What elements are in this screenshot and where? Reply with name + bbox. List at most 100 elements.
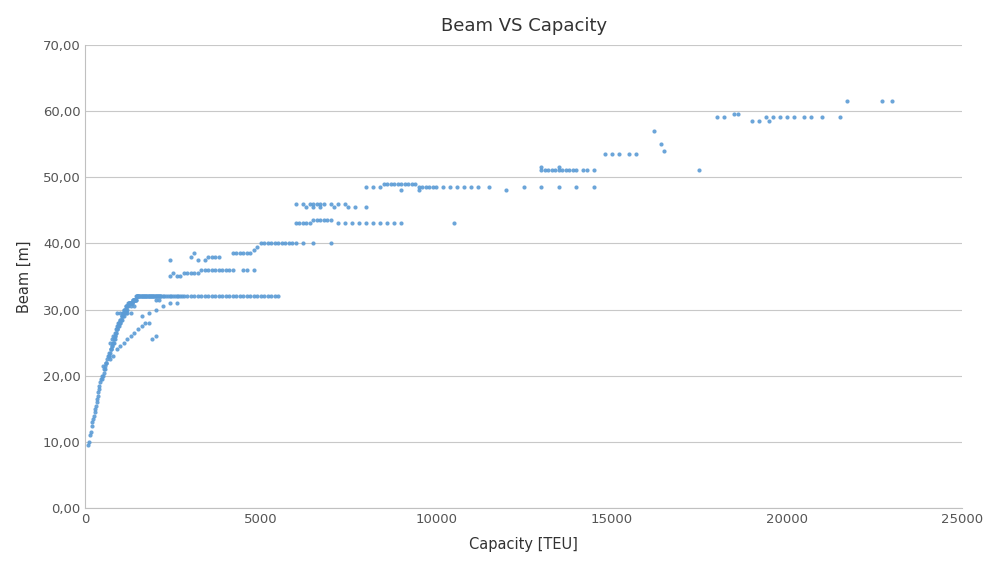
Point <box>604 149 620 158</box>
Point <box>90 391 106 400</box>
Point <box>132 292 148 301</box>
Point <box>118 305 134 314</box>
Point <box>565 166 581 175</box>
Point <box>124 298 140 307</box>
Point <box>112 341 128 351</box>
Point <box>533 163 549 172</box>
Point <box>112 308 128 318</box>
Point <box>758 113 774 122</box>
Point <box>176 292 192 301</box>
Point <box>126 295 142 304</box>
Point <box>82 431 98 440</box>
Point <box>751 116 767 125</box>
Point <box>145 292 161 301</box>
Point <box>295 239 311 248</box>
Point <box>148 292 164 301</box>
Point <box>291 219 307 228</box>
Point <box>421 183 437 192</box>
Point <box>109 321 125 331</box>
Point <box>141 292 157 301</box>
Point <box>316 216 332 225</box>
Point <box>123 298 139 307</box>
Point <box>691 166 707 175</box>
Point <box>214 292 230 301</box>
Point <box>551 183 567 192</box>
Point <box>404 179 420 188</box>
Point <box>95 361 111 370</box>
Point <box>113 315 129 324</box>
Point <box>141 318 157 327</box>
Point <box>138 292 154 301</box>
Point <box>786 113 802 122</box>
Point <box>162 298 178 307</box>
Point <box>446 219 462 228</box>
Point <box>152 292 168 301</box>
Point <box>116 308 132 318</box>
Point <box>117 305 133 314</box>
Point <box>155 302 171 311</box>
Point <box>127 295 143 304</box>
Point <box>358 219 374 228</box>
Point <box>121 298 137 307</box>
Point <box>101 348 117 357</box>
Point <box>274 239 290 248</box>
Point <box>98 358 114 367</box>
Point <box>93 374 109 384</box>
Point <box>597 149 613 158</box>
Point <box>112 318 128 327</box>
Point <box>397 179 413 188</box>
Point <box>96 368 112 377</box>
Point <box>165 269 181 278</box>
Point <box>115 308 131 318</box>
Point <box>200 292 216 301</box>
Point <box>160 292 176 301</box>
Point <box>190 255 206 265</box>
Point <box>295 219 311 228</box>
Point <box>242 292 258 301</box>
Point <box>107 328 123 337</box>
Point <box>288 199 304 208</box>
Point <box>145 292 161 301</box>
Point <box>267 239 283 248</box>
Point <box>98 358 114 367</box>
Point <box>123 308 139 318</box>
Point <box>104 341 120 351</box>
Point <box>221 292 237 301</box>
Point <box>302 219 318 228</box>
Point <box>533 166 549 175</box>
Point <box>90 388 106 397</box>
Point <box>133 292 149 301</box>
Point <box>414 183 430 192</box>
Point <box>149 292 165 301</box>
Point <box>155 292 171 301</box>
Point <box>121 298 137 307</box>
Point <box>239 265 255 274</box>
Point <box>126 328 142 337</box>
Point <box>116 338 132 347</box>
Point <box>284 239 300 248</box>
Point <box>533 183 549 192</box>
Point <box>129 292 145 301</box>
Point <box>148 332 164 341</box>
Point <box>125 295 141 304</box>
Point <box>372 219 388 228</box>
Point <box>114 312 130 321</box>
Point <box>109 325 125 334</box>
Point <box>127 295 143 304</box>
Point <box>158 292 174 301</box>
Point <box>365 219 381 228</box>
Point <box>235 292 251 301</box>
Point <box>103 345 119 354</box>
Point <box>814 113 830 122</box>
Point <box>568 166 584 175</box>
Point <box>119 335 135 344</box>
Point <box>169 292 185 301</box>
Point <box>124 298 140 307</box>
Point <box>270 292 286 301</box>
Point <box>123 298 139 307</box>
Point <box>330 199 346 208</box>
Point <box>141 308 157 318</box>
Point <box>481 183 497 192</box>
Point <box>393 179 409 188</box>
Point <box>102 348 118 357</box>
